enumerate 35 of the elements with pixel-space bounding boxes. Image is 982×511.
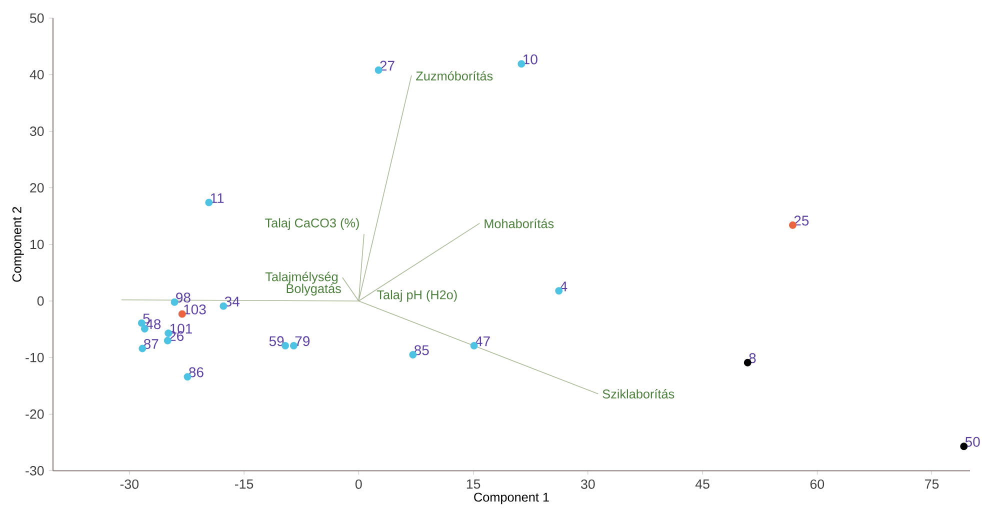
y-tick-label: -30 [26, 466, 44, 476]
y-tick-label: 50 [30, 13, 44, 23]
x-tick-label: 60 [810, 479, 824, 489]
annotation: Talaj CaCO3 (%) [265, 218, 359, 230]
x-tick-label: -15 [234, 479, 254, 489]
annotation: 103 [184, 304, 206, 314]
y-tick-label: -10 [26, 352, 44, 362]
annotation: 50 [965, 436, 980, 447]
annotation: Sziklaborítás [602, 389, 674, 399]
annotation: Talaj pH (H2o) [376, 290, 457, 302]
annotation: 11 [210, 193, 224, 203]
annotation: 47 [475, 336, 490, 346]
x-tick-label: 30 [581, 479, 595, 489]
x-tick-label: 75 [925, 479, 939, 489]
annotation: Talajmélység [265, 272, 338, 284]
annotation: 10 [523, 54, 538, 64]
annotation: 34 [224, 296, 240, 306]
annotation: Mohaborítás [484, 218, 554, 228]
y-tick-label: 0 [37, 296, 44, 306]
x-axis-title: Component 1 [474, 492, 549, 504]
annotation: 59 [269, 336, 284, 346]
annotation: Zuzmóborítás [416, 71, 493, 81]
annotation: 4 [560, 282, 568, 292]
x-tick-label: 0 [355, 479, 362, 489]
y-tick-label: 30 [30, 126, 44, 136]
y-tick-label: 20 [30, 183, 44, 193]
x-tick-label: -30 [120, 479, 139, 489]
x-tick-label: 45 [695, 479, 710, 489]
y-tick-label: -20 [26, 409, 44, 419]
y-tick-label: 10 [30, 240, 44, 250]
annotation: Bolygatás [286, 284, 341, 296]
annotation: 79 [295, 336, 310, 346]
x-tick-label: 15 [466, 479, 480, 489]
y-axis-title: Component 2 [12, 207, 24, 282]
y-tick-label: 40 [30, 70, 44, 80]
